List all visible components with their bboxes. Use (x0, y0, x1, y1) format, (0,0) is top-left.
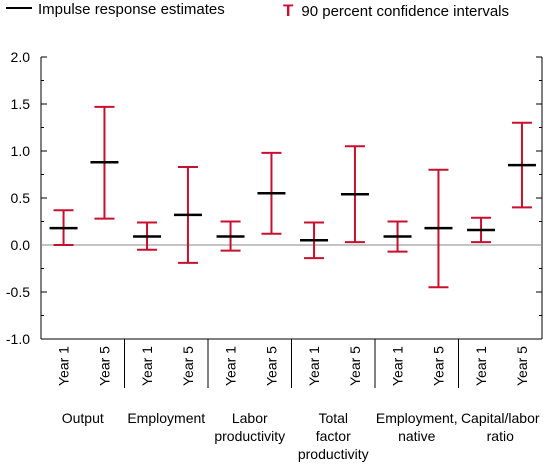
legend-estimate-label: Impulse response estimates (38, 1, 225, 18)
group-label: Employment, (376, 410, 458, 426)
y-tick-label: 2.0 (11, 49, 31, 65)
x-tick-label: Year 5 (263, 346, 279, 386)
y-tick-label: -0.5 (6, 284, 30, 300)
y-tick-label: 1.0 (11, 143, 31, 159)
group-label: productivity (298, 446, 369, 462)
x-tick-label: Year 1 (139, 346, 155, 386)
group-label: ratio (487, 428, 514, 444)
legend-estimate-swatch (6, 7, 32, 10)
group-label: Total (318, 410, 348, 426)
legend-ci-swatch: T (283, 1, 294, 20)
group-label: Capital/labor (461, 410, 540, 426)
group-label: factor (316, 428, 351, 444)
group-label: native (398, 428, 436, 444)
x-tick-label: Year 1 (223, 346, 239, 386)
x-tick-label: Year 1 (390, 346, 406, 386)
x-tick-label: Year 5 (180, 346, 196, 386)
group-label: Labor (232, 410, 268, 426)
x-tick-label: Year 1 (56, 346, 72, 386)
x-tick-label: Year 1 (306, 346, 322, 386)
x-tick-label: Year 5 (96, 346, 112, 386)
legend-ci-label: 90 percent confidence intervals (301, 3, 510, 20)
y-tick-label: 1.5 (11, 96, 31, 112)
legend-ci-entry: T 90 percent confidence intervals (283, 1, 509, 21)
x-tick-label: Year 5 (430, 346, 446, 386)
group-label: Employment (127, 410, 205, 426)
x-tick-label: Year 5 (347, 346, 363, 386)
y-tick-label: 0.0 (11, 237, 31, 253)
chart-legend: Impulse response estimates T 90 percent c… (0, 0, 550, 24)
group-label: Output (62, 410, 104, 426)
y-tick-label: 0.5 (11, 190, 31, 206)
x-tick-label: Year 5 (514, 346, 530, 386)
group-label: productivity (214, 428, 285, 444)
y-tick-label: -1.0 (6, 331, 30, 347)
legend-estimate-entry: Impulse response estimates (6, 1, 225, 18)
x-tick-label: Year 1 (473, 346, 489, 386)
